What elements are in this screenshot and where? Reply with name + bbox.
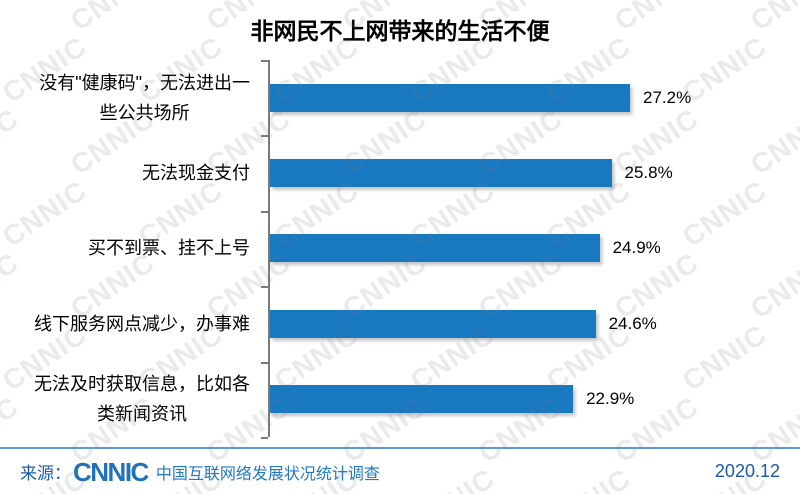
axis-tick: [261, 135, 268, 138]
axis-tick: [261, 60, 268, 62]
value-label: 25.8%: [624, 163, 673, 183]
axis-tick: [261, 437, 268, 439]
bar-row: 无法及时获取信息，比如各 类新闻资讯 22.9%: [0, 362, 800, 437]
axis-tick: [261, 210, 268, 213]
chart-title: 非网民不上网带来的生活不便: [250, 18, 550, 44]
bar: [270, 83, 630, 112]
bar-row: 买不到票、挂不上号 24.9%: [0, 211, 800, 286]
category-axis-line: [268, 60, 270, 437]
bar-row: 无法现金支付 25.8%: [0, 135, 800, 210]
axis-tick: [261, 286, 268, 289]
bar: [270, 234, 600, 263]
category-label: 无法及时获取信息，比如各 类新闻资讯: [34, 374, 250, 425]
category-label: 线下服务网点减少，办事难: [34, 313, 250, 334]
cnnic-logo: CNNIC: [73, 456, 149, 487]
category-label: 无法现金支付: [142, 163, 250, 184]
category-label: 没有"健康码"，无法进出一 些公共场所: [39, 72, 250, 123]
bar-row: 线下服务网点减少，办事难 24.6%: [0, 286, 800, 361]
source-text: 中国互联网络发展状况统计调查: [155, 465, 380, 483]
bar: [270, 385, 574, 414]
value-label: 27.2%: [643, 87, 692, 107]
bar: [270, 159, 612, 188]
bar: [270, 309, 596, 338]
value-label: 24.9%: [612, 238, 661, 258]
footer: 来源： CNNIC 中国互联网络发展状况统计调查 2020.12: [0, 447, 800, 494]
bar-row: 没有"健康码"，无法进出一 些公共场所 27.2%: [0, 60, 800, 135]
value-label: 24.6%: [608, 313, 657, 333]
category-label: 买不到票、挂不上号: [88, 238, 250, 259]
axis-tick: [261, 361, 268, 364]
report-date: 2020.12: [714, 461, 780, 481]
value-label: 22.9%: [586, 389, 635, 409]
source-prefix: 来源：: [20, 464, 71, 483]
